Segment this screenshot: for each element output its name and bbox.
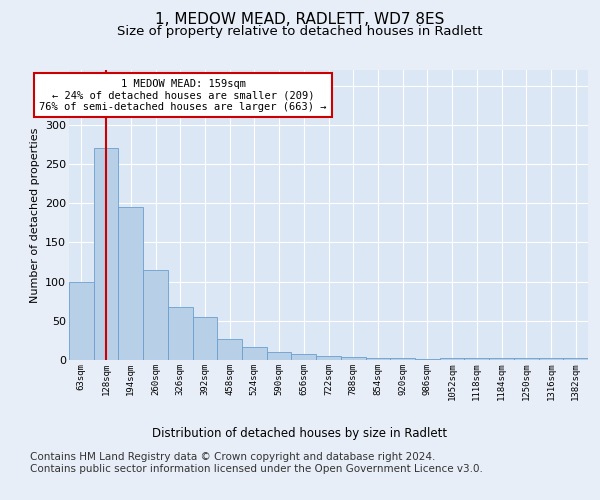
Text: 1 MEDOW MEAD: 159sqm
← 24% of detached houses are smaller (209)
76% of semi-deta: 1 MEDOW MEAD: 159sqm ← 24% of detached h… [40,78,327,112]
Bar [118,207,143,360]
Bar [365,358,390,360]
Bar [242,348,267,360]
Bar [143,270,168,360]
Bar [464,358,489,360]
Bar [316,356,341,360]
Bar [292,354,316,360]
Bar [390,358,415,360]
Text: 1, MEDOW MEAD, RADLETT, WD7 8ES: 1, MEDOW MEAD, RADLETT, WD7 8ES [155,12,445,28]
Text: Size of property relative to detached houses in Radlett: Size of property relative to detached ho… [117,25,483,38]
Bar [563,358,588,360]
Bar [193,317,217,360]
Bar [514,358,539,360]
Bar [168,308,193,360]
Bar [69,282,94,360]
Text: Contains HM Land Registry data © Crown copyright and database right 2024.
Contai: Contains HM Land Registry data © Crown c… [30,452,483,474]
Bar [217,339,242,360]
Bar [415,359,440,360]
Bar [539,358,563,360]
Text: Distribution of detached houses by size in Radlett: Distribution of detached houses by size … [152,428,448,440]
Bar [94,148,118,360]
Bar [440,358,464,360]
Y-axis label: Number of detached properties: Number of detached properties [29,128,40,302]
Bar [267,352,292,360]
Bar [341,357,365,360]
Bar [489,358,514,360]
